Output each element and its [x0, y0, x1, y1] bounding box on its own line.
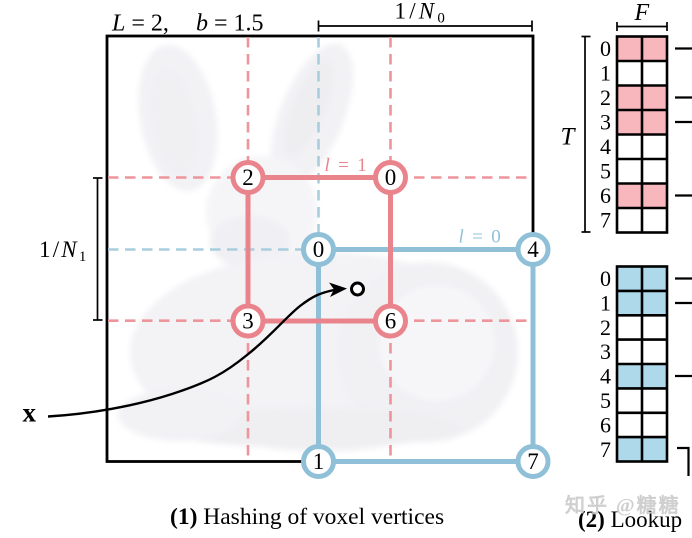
- svg-text:7: 7: [600, 208, 611, 233]
- svg-text:6: 6: [600, 183, 611, 208]
- svg-text:0: 0: [600, 266, 611, 291]
- svg-text:F: F: [634, 0, 650, 26]
- svg-text:7: 7: [527, 449, 539, 474]
- svg-text:4: 4: [600, 364, 611, 389]
- svg-text:0: 0: [600, 36, 611, 61]
- svg-text:L = 2,: L = 2,: [111, 11, 169, 37]
- svg-text:4: 4: [600, 134, 611, 159]
- svg-text:l = 1: l = 1: [325, 155, 369, 176]
- svg-text:1/N0: 1/N0: [395, 0, 449, 27]
- svg-text:知乎 @糖糖: 知乎 @糖糖: [565, 493, 681, 517]
- svg-text:0: 0: [313, 237, 325, 262]
- svg-text:(1) Hashing of voxel vertices: (1) Hashing of voxel vertices: [170, 504, 444, 530]
- svg-text:3: 3: [600, 110, 611, 135]
- svg-text:1: 1: [313, 449, 325, 474]
- svg-text:4: 4: [527, 237, 539, 262]
- svg-text:0: 0: [385, 165, 397, 190]
- svg-text:1: 1: [600, 290, 611, 315]
- svg-text:(2) Lookup: (2) Lookup: [578, 507, 682, 532]
- svg-text:2: 2: [600, 315, 611, 340]
- svg-text:6: 6: [385, 309, 397, 334]
- svg-text:5: 5: [600, 388, 611, 413]
- svg-text:b = 1.5: b = 1.5: [196, 11, 264, 37]
- svg-text:2: 2: [242, 165, 254, 190]
- svg-text:3: 3: [242, 309, 254, 334]
- svg-text:5: 5: [600, 159, 611, 184]
- svg-text:2: 2: [600, 85, 611, 110]
- svg-text:1/N1: 1/N1: [39, 237, 89, 265]
- svg-text:3: 3: [600, 339, 611, 364]
- svg-text:7: 7: [600, 437, 611, 462]
- svg-text:T: T: [561, 124, 577, 151]
- svg-text:x: x: [23, 398, 37, 428]
- svg-text:6: 6: [600, 412, 611, 437]
- svg-text:1: 1: [600, 61, 611, 86]
- svg-text:l = 0: l = 0: [459, 227, 503, 248]
